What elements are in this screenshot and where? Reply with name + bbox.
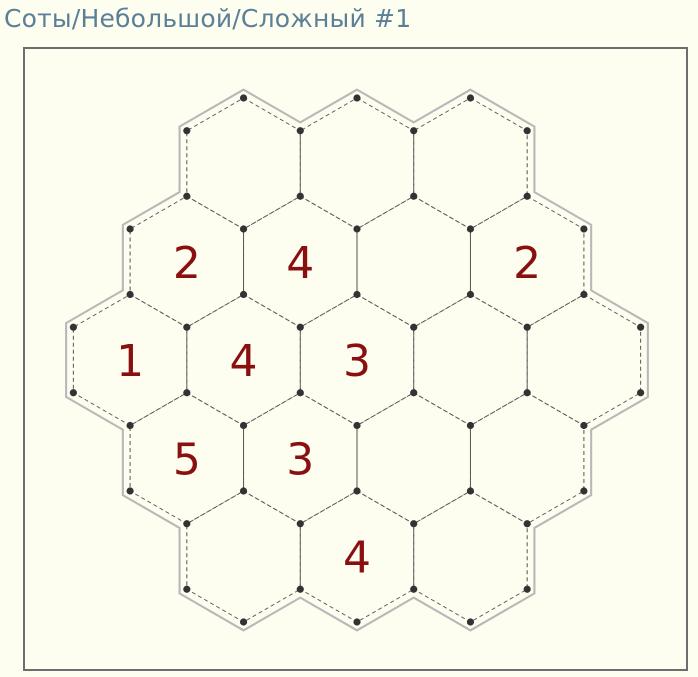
numbers-layer: 2 4 21 4 35 34 [116, 238, 541, 584]
vertex-dot [410, 520, 418, 528]
vertex-dot [126, 421, 134, 430]
vertex-dot [239, 225, 248, 233]
vertex-dot [183, 520, 191, 528]
vertex-dot [183, 389, 191, 397]
vertex-dot [353, 421, 361, 430]
vertex-dot [410, 192, 418, 200]
vertex-dot [239, 94, 248, 102]
vertex-dot [410, 389, 418, 397]
vertex-dot [523, 323, 531, 331]
vertex-dot [523, 192, 531, 200]
vertex-dot [580, 290, 588, 299]
vertex-dot [126, 225, 134, 233]
vertex-dot [183, 127, 191, 135]
vertex-dot [466, 618, 475, 626]
vertex-dot [239, 618, 248, 626]
vertex-dot [353, 618, 361, 626]
vertex-dot [296, 389, 304, 397]
vertex-dot [466, 290, 475, 299]
vertex-dot [523, 389, 531, 397]
vertex-dot [183, 323, 191, 331]
vertex-dot [69, 323, 77, 331]
vertex-dot [353, 487, 361, 495]
vertex-dot [296, 520, 304, 528]
vertex-dot [239, 290, 248, 299]
vertex-dot [353, 94, 361, 102]
cell-number: 3 [286, 434, 314, 485]
vertex-dots [69, 94, 645, 626]
vertex-dot [126, 290, 134, 299]
vertex-dot [580, 421, 588, 430]
puzzle-title: Соты/Небольшой/Сложный #1 [4, 4, 412, 33]
vertex-dot [580, 225, 588, 233]
vertex-dot [637, 323, 645, 331]
cell-number: 4 [230, 336, 258, 387]
board-outline [65, 88, 649, 632]
vertex-dot [580, 487, 588, 495]
vertex-dot [523, 585, 531, 593]
cell-number: 4 [286, 238, 314, 289]
vertex-dot [410, 127, 418, 135]
vertex-dot [410, 585, 418, 593]
vertex-dot [466, 225, 475, 233]
vertex-dot [410, 323, 418, 331]
vertex-dot [466, 487, 475, 495]
vertex-dot [183, 585, 191, 593]
vertex-dot [466, 421, 475, 430]
vertex-dot [183, 192, 191, 200]
cell-number: 3 [343, 336, 371, 387]
vertex-dot [353, 225, 361, 233]
cell-number: 5 [173, 434, 201, 485]
vertex-dot [296, 127, 304, 135]
vertex-dot [296, 192, 304, 200]
vertex-dot [69, 389, 77, 397]
cell-number: 1 [116, 336, 144, 387]
cell-number: 2 [513, 238, 541, 289]
vertex-dot [523, 520, 531, 528]
vertex-dot [353, 290, 361, 299]
vertex-dot [637, 389, 645, 397]
vertex-dot [239, 487, 248, 495]
cell-number: 4 [343, 533, 371, 584]
vertex-dot [523, 127, 531, 135]
cell-number: 2 [173, 238, 201, 289]
vertex-dot [239, 421, 248, 430]
vertex-dot [296, 585, 304, 593]
vertex-dot [466, 94, 475, 102]
vertex-dot [126, 487, 134, 495]
vertex-dot [296, 323, 304, 331]
